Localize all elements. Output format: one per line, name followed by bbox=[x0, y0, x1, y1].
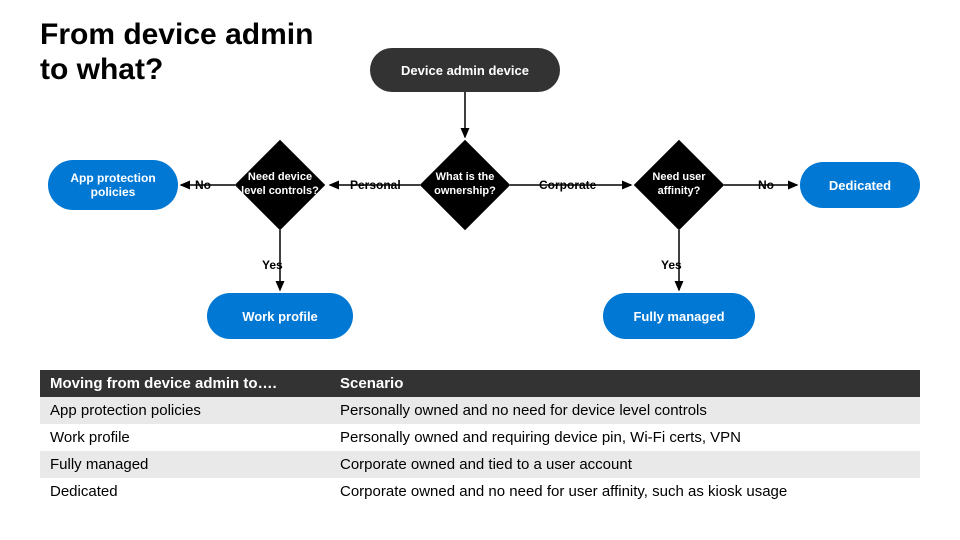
table-row: Fully managed Corporate owned and tied t… bbox=[40, 451, 920, 478]
node-need-affinity-label: Need user affinity? bbox=[634, 140, 724, 230]
table-cell: App protection policies bbox=[40, 397, 330, 424]
node-ownership-label: What is the ownership? bbox=[420, 140, 510, 230]
table-cell: Corporate owned and tied to a user accou… bbox=[330, 451, 920, 478]
table-header-0: Moving from device admin to…. bbox=[40, 370, 330, 397]
node-app-protection: App protection policies bbox=[48, 160, 178, 210]
node-ownership: What is the ownership? bbox=[420, 140, 510, 230]
edge-label-no-left: No bbox=[195, 178, 211, 192]
table-cell: Dedicated bbox=[40, 478, 330, 505]
table-row: App protection policies Personally owned… bbox=[40, 397, 920, 424]
edge-label-personal: Personal bbox=[350, 178, 401, 192]
node-start: Device admin device bbox=[370, 48, 560, 92]
node-need-affinity: Need user affinity? bbox=[634, 140, 724, 230]
node-work-profile-label: Work profile bbox=[242, 309, 318, 324]
scenario-table: Moving from device admin to…. Scenario A… bbox=[40, 370, 920, 505]
node-start-label: Device admin device bbox=[401, 63, 529, 78]
edge-label-no-right: No bbox=[758, 178, 774, 192]
node-dedicated-label: Dedicated bbox=[829, 178, 891, 193]
table-row: Dedicated Corporate owned and no need fo… bbox=[40, 478, 920, 505]
node-need-controls: Need device level controls? bbox=[235, 140, 325, 230]
edge-label-yes-left: Yes bbox=[262, 258, 283, 272]
table-cell: Personally owned and no need for device … bbox=[330, 397, 920, 424]
table-cell: Fully managed bbox=[40, 451, 330, 478]
node-fully-managed-label: Fully managed bbox=[633, 309, 724, 324]
node-dedicated: Dedicated bbox=[800, 162, 920, 208]
node-need-controls-label: Need device level controls? bbox=[235, 140, 325, 230]
node-app-protection-label: App protection policies bbox=[62, 171, 164, 200]
table-header-1: Scenario bbox=[330, 370, 920, 397]
edge-label-corporate: Corporate bbox=[539, 178, 596, 192]
table-header-row: Moving from device admin to…. Scenario bbox=[40, 370, 920, 397]
table-row: Work profile Personally owned and requir… bbox=[40, 424, 920, 451]
table-cell: Work profile bbox=[40, 424, 330, 451]
table-cell: Corporate owned and no need for user aff… bbox=[330, 478, 920, 505]
flowchart: Device admin device App protection polic… bbox=[0, 0, 960, 350]
node-work-profile: Work profile bbox=[207, 293, 353, 339]
edge-label-yes-right: Yes bbox=[661, 258, 682, 272]
table-cell: Personally owned and requiring device pi… bbox=[330, 424, 920, 451]
node-fully-managed: Fully managed bbox=[603, 293, 755, 339]
